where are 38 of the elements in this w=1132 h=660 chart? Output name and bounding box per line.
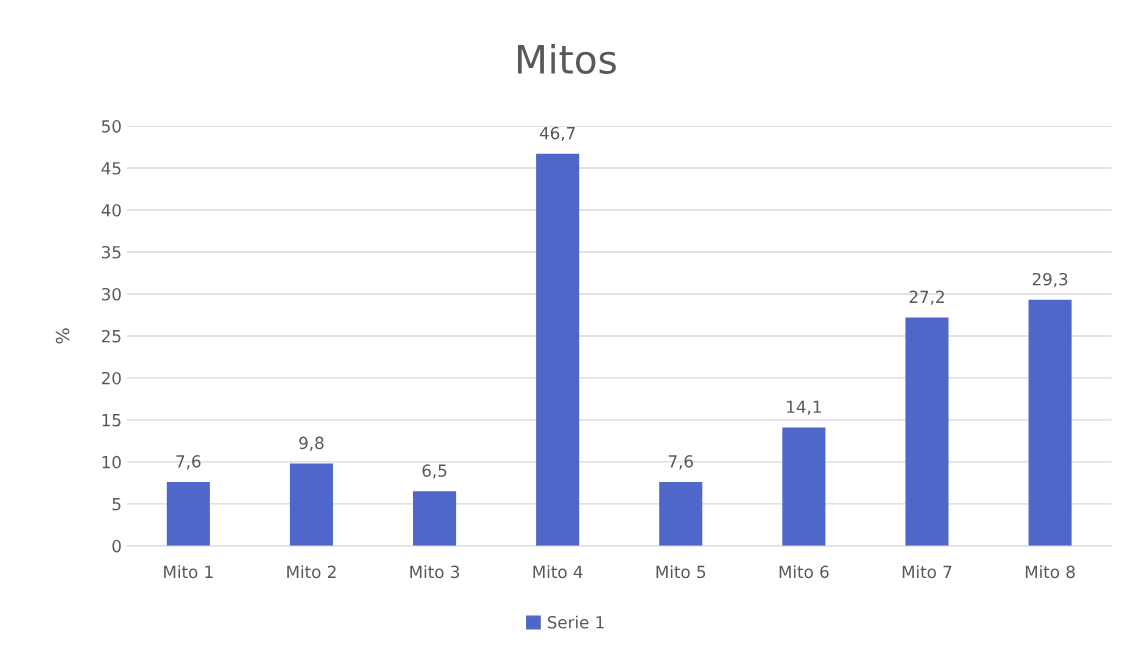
data-label: 7,6 — [668, 455, 693, 470]
y-tick-label: 15 — [102, 414, 121, 427]
x-tick-label: Mito 2 — [287, 565, 336, 579]
bar — [413, 491, 457, 546]
bar — [536, 153, 580, 546]
y-tick-label: 25 — [101, 329, 121, 343]
y-tick-label: 40 — [101, 203, 121, 217]
bar — [166, 482, 210, 546]
x-tick-label: Mito 5 — [656, 565, 706, 579]
x-tick-label: Mito 1 — [164, 565, 213, 579]
y-tick-label: 0 — [112, 539, 121, 553]
data-label: 14,1 — [787, 400, 821, 415]
data-label: 6,5 — [422, 464, 447, 479]
y-tick-label: 30 — [101, 287, 121, 301]
x-tick-label: Mito 8 — [1025, 565, 1075, 579]
x-tick-label: Mito 4 — [533, 565, 583, 579]
y-axis-title: % — [55, 328, 70, 344]
bar — [1028, 299, 1072, 546]
y-tick-label: 5 — [112, 498, 121, 511]
bar — [782, 427, 826, 546]
y-tick-label: 45 — [101, 162, 121, 175]
chart-title: Mitos — [517, 43, 616, 74]
legend-label: Serie 1 — [547, 615, 604, 629]
x-tick-label: Mito 7 — [902, 565, 952, 579]
x-tick-label: Mito 3 — [410, 565, 460, 579]
y-tick-label: 10 — [102, 455, 121, 469]
data-label: 46,7 — [539, 126, 575, 142]
data-label: 9,8 — [299, 436, 324, 451]
bar — [905, 317, 949, 546]
data-label: 29,3 — [1032, 272, 1068, 288]
x-tick-label: Mito 6 — [779, 565, 829, 579]
y-tick-label: 50 — [102, 120, 121, 133]
bar — [289, 463, 333, 546]
data-label: 27,2 — [909, 290, 944, 305]
y-tick-label: 20 — [101, 371, 121, 385]
data-label: 7,6 — [176, 455, 201, 470]
bar — [659, 482, 703, 546]
y-tick-label: 35 — [101, 245, 121, 259]
